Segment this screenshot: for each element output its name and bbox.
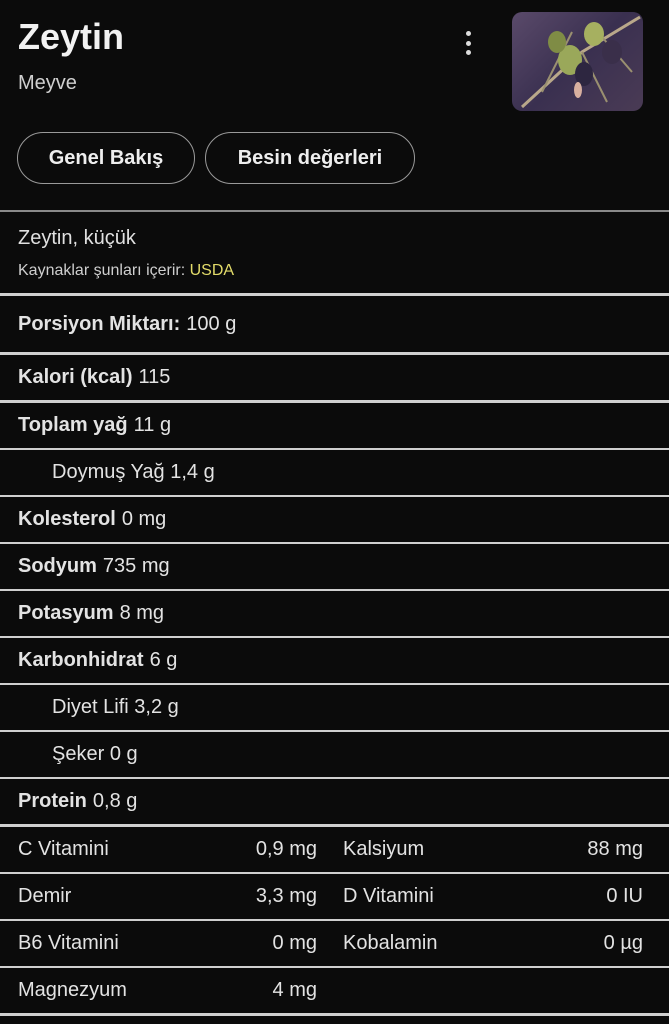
nutrient-row: Potasyum 8 mg	[18, 602, 165, 624]
vitamin-cell: C Vitamini 0,9 mg	[18, 838, 317, 860]
nutrient-row: Protein 0,8 g	[18, 790, 138, 812]
usda-link[interactable]: USDA	[189, 262, 235, 279]
divider	[0, 448, 669, 450]
nutrient-row: Sodyum 735 mg	[18, 555, 170, 577]
divider	[0, 919, 669, 921]
nutrient-row: Doymuş Yağ 1,4 g	[52, 461, 215, 483]
olive-image[interactable]	[512, 12, 643, 111]
divider	[0, 400, 669, 403]
vitamin-table: C Vitamini 0,9 mg Kalsiyum 88 mg Demir 3,3 mg…	[0, 827, 669, 1016]
source-block: Zeytin, küçük Kaynaklar şunları içerir: …	[0, 212, 669, 293]
divider	[0, 589, 669, 591]
divider	[0, 542, 669, 544]
divider	[0, 636, 669, 638]
page-title: Zeytin	[18, 16, 125, 57]
divider	[0, 777, 669, 779]
divider	[0, 824, 669, 827]
vitamin-row: C Vitamini 0,9 mg Kalsiyum 88 mg	[0, 827, 669, 872]
header: Zeytin Meyve Genel Bakış Besin değerleri	[0, 0, 669, 210]
nutrient-row: Şeker 0 g	[52, 743, 138, 765]
vitamin-row: B6 Vitamini 0 mg Kobalamin 0 µg	[0, 921, 669, 966]
nutrient-row: Karbonhidrat 6 g	[18, 649, 178, 671]
food-name: Zeytin, küçük	[18, 227, 136, 249]
calories-row: Kalori (kcal) 115	[18, 366, 171, 388]
vitamin-cell: B6 Vitamini 0 mg	[18, 932, 317, 954]
vitamin-cell: Kobalamin 0 µg	[343, 932, 643, 954]
nutrient-row: Kolesterol 0 mg	[18, 508, 167, 530]
divider	[0, 352, 669, 355]
vitamin-cell: Demir 3,3 mg	[18, 885, 317, 907]
page-subtitle: Meyve	[18, 72, 77, 94]
divider	[0, 293, 669, 296]
vitamin-row: Magnezyum 4 mg	[0, 968, 669, 1013]
tab-overview[interactable]: Genel Bakış	[17, 132, 195, 184]
divider	[0, 495, 669, 497]
serving-row: Porsiyon Miktarı: 100 g	[18, 312, 237, 335]
divider	[0, 683, 669, 685]
divider	[0, 210, 669, 212]
nutrient-row: Toplam yağ 11 g	[18, 414, 172, 436]
more-vert-icon[interactable]	[458, 28, 478, 58]
vitamin-row: Demir 3,3 mg D Vitamini 0 IU	[0, 874, 669, 919]
divider	[0, 1013, 669, 1016]
nutrient-row: Diyet Lifi 3,2 g	[52, 696, 179, 718]
nutrient-list: Toplam yağ 11 g Doymuş Yağ 1,4 g Kolesterol…	[0, 403, 669, 824]
vitamin-cell: D Vitamini 0 IU	[343, 885, 643, 907]
divider	[0, 966, 669, 968]
vitamin-cell: Kalsiyum 88 mg	[343, 838, 643, 860]
divider	[0, 872, 669, 874]
source-text: Kaynaklar şunları içerir: USDA	[18, 262, 235, 279]
vitamin-cell: Magnezyum 4 mg	[18, 979, 317, 1001]
tab-nutrition[interactable]: Besin değerleri	[205, 132, 415, 184]
divider	[0, 730, 669, 732]
